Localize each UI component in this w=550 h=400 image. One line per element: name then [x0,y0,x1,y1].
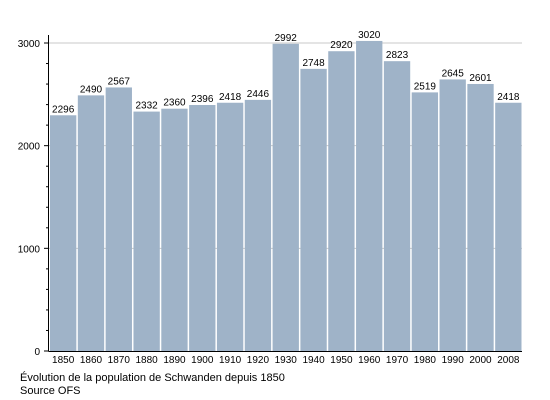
bar-1980 [411,92,439,352]
x-tick-label-2000: 2000 [469,355,492,366]
chart-source: Source OFS [20,385,81,397]
chart-caption: Évolution de la population de Schwanden … [20,372,285,384]
x-tick-label-1850: 1850 [52,355,75,366]
x-tick-label-1980: 1980 [414,355,437,366]
y-tick-label-2000: 2000 [18,142,41,153]
data-label-1890: 2360 [163,98,186,109]
x-tick-label-2008: 2008 [497,355,520,366]
data-label-1900: 2396 [191,94,214,105]
data-label-1970: 2823 [386,50,409,61]
y-tick-label-1000: 1000 [18,244,41,255]
x-tick-label-1890: 1890 [163,355,186,366]
bar-1990 [439,79,466,352]
x-tick-label-1940: 1940 [302,355,325,366]
bar-1930 [272,43,299,351]
data-label-1860: 2490 [80,84,103,95]
x-tick-label-1920: 1920 [247,355,270,366]
data-label-1980: 2519 [414,81,437,92]
data-label-1940: 2748 [302,58,325,69]
x-tick-label-1960: 1960 [358,355,381,366]
labels: 2296 1850 2490 1860 2567 1870 2332 1880 2360 1890… [18,30,520,366]
data-label-1950: 2920 [330,40,353,51]
x-tick-label-1990: 1990 [442,355,465,366]
data-label-1870: 2567 [108,76,131,87]
data-label-1960: 3020 [358,30,381,41]
bar-1920 [244,99,272,351]
data-label-1990: 2645 [442,68,465,79]
axes [44,35,522,352]
bar-1900 [189,105,216,351]
bar-1940 [300,68,327,351]
bar-1950 [328,51,355,352]
y-tick-label-0: 0 [34,347,40,358]
data-label-2000: 2601 [469,73,492,84]
x-tick-label-1930: 1930 [275,355,298,366]
bar-1870 [105,87,132,352]
x-tick-label-1860: 1860 [80,355,103,366]
bar-1910 [216,102,244,351]
x-tick-label-1950: 1950 [330,355,353,366]
bar-1860 [77,95,105,351]
x-tick-label-1900: 1900 [191,355,214,366]
bar-1960 [356,40,383,352]
data-label-1910: 2418 [219,92,242,103]
data-label-1850: 2296 [52,104,75,115]
data-label-1920: 2446 [247,89,270,100]
data-label-1880: 2332 [136,101,159,112]
bar-1850 [50,115,77,351]
x-tick-label-1880: 1880 [136,355,159,366]
data-label-1930: 2992 [275,33,298,44]
bar-2000 [467,83,494,352]
bars [50,40,522,352]
y-tick-label-3000: 3000 [18,39,41,50]
x-tick-label-1970: 1970 [386,355,409,366]
data-label-2008: 2418 [497,92,520,103]
bar-1890 [161,108,188,351]
bar-1880 [133,111,160,352]
x-tick-label-1870: 1870 [108,355,131,366]
x-tick-label-1910: 1910 [219,355,242,366]
bar-1970 [383,61,411,352]
bar-2008 [495,102,522,351]
